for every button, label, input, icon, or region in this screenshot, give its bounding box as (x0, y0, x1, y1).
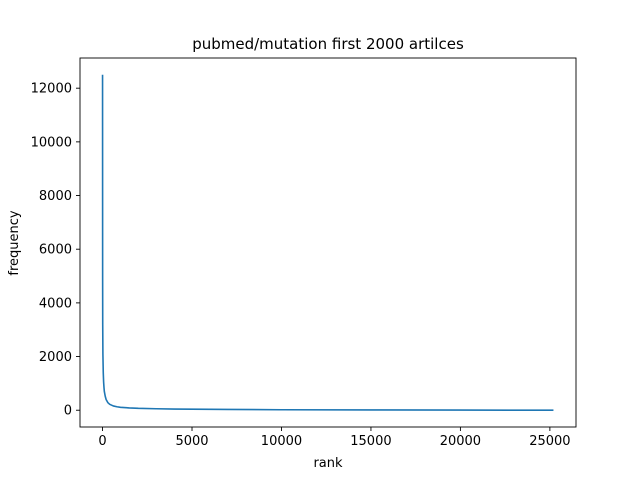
y-tick-label: 12000 (31, 82, 72, 97)
plot-area (79, 57, 577, 428)
y-axis-label: frequency (7, 210, 22, 276)
plot-frame (79, 57, 577, 428)
x-tick-label: 15000 (350, 434, 391, 449)
x-tick-label: 25000 (529, 434, 570, 449)
x-tick-label: 10000 (261, 434, 302, 449)
y-tick-label: 8000 (39, 189, 72, 204)
y-tick-label: 4000 (39, 296, 72, 311)
y-tick-label: 10000 (31, 135, 72, 150)
y-tick-label: 2000 (39, 350, 72, 365)
chart-title: pubmed/mutation first 2000 artilces (192, 35, 464, 53)
series-line-0 (101, 74, 554, 412)
y-tick-label: 6000 (39, 243, 72, 258)
x-tick-label: 5000 (175, 434, 208, 449)
x-tick-label: 0 (98, 434, 106, 449)
x-axis: 0 5000 10000 15000 20000 25000 (98, 427, 571, 449)
y-axis: 0 2000 4000 6000 8000 10000 12000 (31, 82, 80, 419)
x-tick-label: 20000 (440, 434, 481, 449)
x-axis-label: rank (313, 456, 343, 471)
y-tick-label: 0 (64, 404, 72, 419)
